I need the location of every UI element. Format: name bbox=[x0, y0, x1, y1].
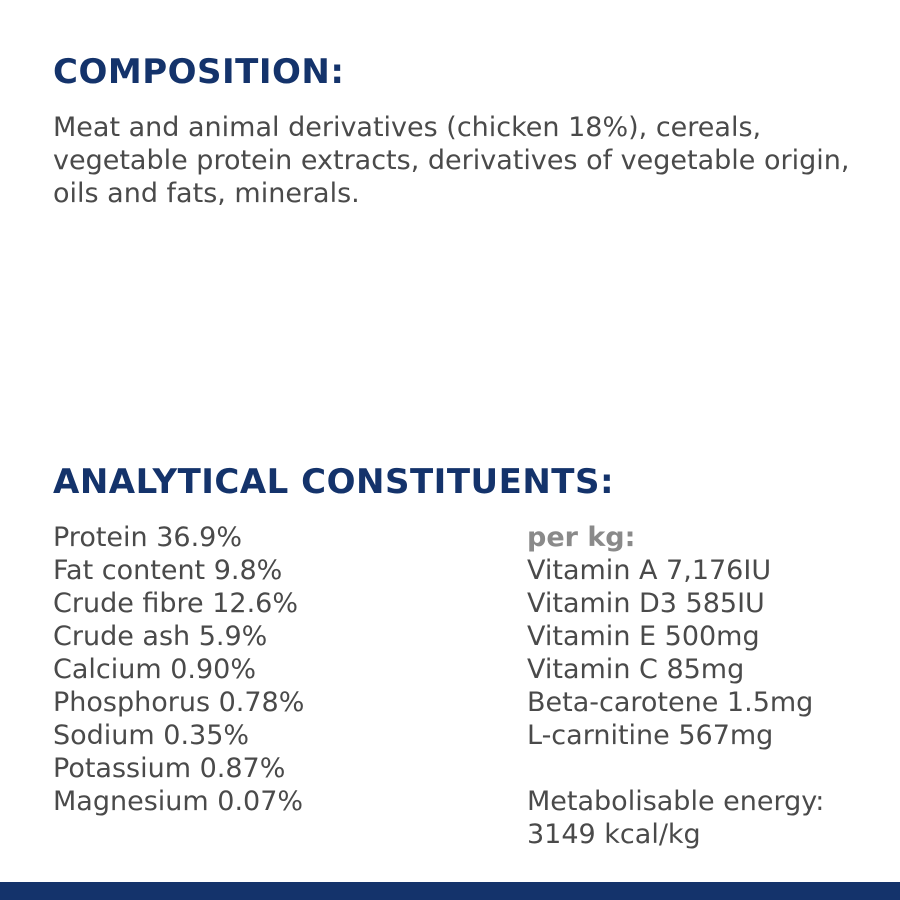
analytical-constituents-heading: ANALYTICAL CONSTITUENTS: bbox=[53, 462, 615, 502]
vitamin-item: Vitamin A 7,176IU bbox=[527, 555, 772, 586]
constituents-list: Protein 36.9% Fat content 9.8% Crude fib… bbox=[53, 521, 304, 818]
per-kg-label: per kg: bbox=[527, 522, 636, 553]
constituent-item: Phosphorus 0.78% bbox=[53, 687, 305, 718]
constituent-item: Magnesium 0.07% bbox=[53, 786, 304, 817]
energy-value: 3149 kcal/kg bbox=[527, 819, 701, 850]
constituent-item: Potassium 0.87% bbox=[53, 753, 286, 784]
constituent-item: Fat content 9.8% bbox=[53, 555, 283, 586]
vitamin-item: Vitamin E 500mg bbox=[527, 621, 760, 652]
constituent-item: Crude fibre 12.6% bbox=[53, 588, 299, 619]
energy-label: Metabolisable energy: bbox=[527, 786, 825, 817]
composition-heading: COMPOSITION: bbox=[53, 52, 345, 92]
constituent-item: Sodium 0.35% bbox=[53, 720, 250, 751]
vitamin-item: L-carnitine 567mg bbox=[527, 720, 774, 751]
vitamin-item: Vitamin D3 585IU bbox=[527, 588, 765, 619]
vitamin-item: Beta-carotene 1.5mg bbox=[527, 687, 814, 718]
constituent-item: Calcium 0.90% bbox=[53, 654, 257, 685]
constituent-item: Protein 36.9% bbox=[53, 522, 242, 553]
footer-bar bbox=[0, 882, 900, 900]
composition-text: Meat and animal derivatives (chicken 18%… bbox=[53, 112, 850, 209]
vitamin-item: Vitamin C 85mg bbox=[527, 654, 745, 685]
constituent-item: Crude ash 5.9% bbox=[53, 621, 268, 652]
list-spacer bbox=[527, 752, 824, 785]
per-kg-list: per kg: Vitamin A 7,176IU Vitamin D3 585… bbox=[527, 521, 824, 851]
